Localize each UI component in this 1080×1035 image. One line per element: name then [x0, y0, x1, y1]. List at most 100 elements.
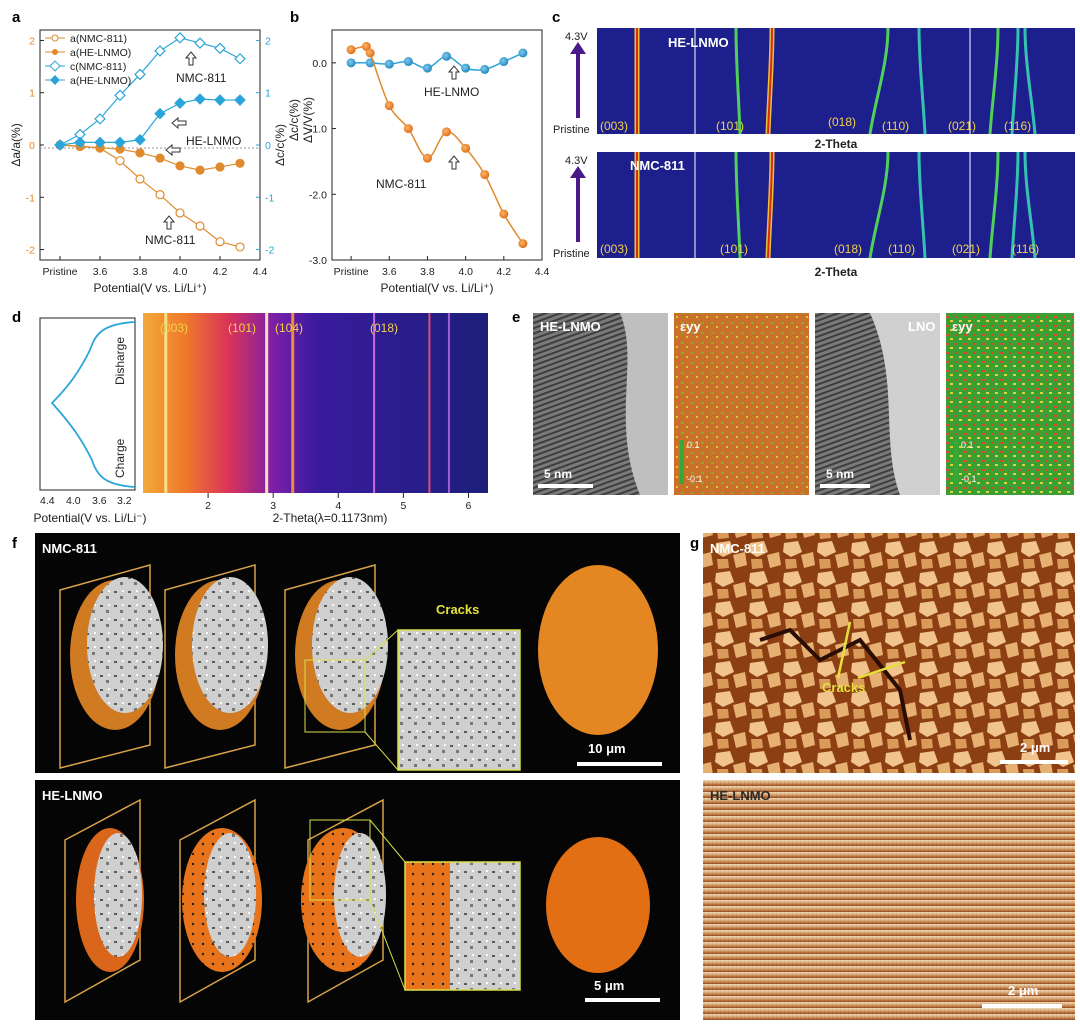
data-point [94, 113, 106, 125]
panel-letter-f: f [12, 535, 18, 552]
panel-d-peak-018: (018) [370, 321, 398, 335]
y-tick-label: -2.0 [309, 189, 327, 201]
panel-d-side-discharge: Disharge [113, 337, 127, 385]
data-point [154, 45, 166, 57]
data-point [215, 162, 225, 172]
data-point [114, 136, 126, 149]
diffraction-line [868, 151, 890, 259]
data-point [346, 45, 356, 55]
diffraction-line [917, 27, 927, 135]
panel-a-annot-nmc-bottom: NMC-811 [145, 233, 196, 247]
y-tick-label: -1.0 [309, 124, 327, 136]
panel-e-cb1-top: 0.1 [687, 440, 700, 450]
y-right-tick-label: 0 [265, 140, 271, 152]
panel-c-top-ytop: 4.3V [565, 31, 588, 43]
panel-b-annot-he: HE-LNMO [424, 85, 479, 99]
panel-g-bottom-label: HE-LNMO [710, 788, 771, 803]
up-arrow-icon [447, 155, 461, 170]
legend-a-nmc: a(NMC-811) [70, 33, 127, 45]
panel-c-top-peak-021: (021) [948, 119, 976, 133]
panel-c-bottom-ybottom: Pristine [553, 248, 590, 260]
panel-a-legend: a(NMC-811) a(HE-LNMO) c(NMC-811) a(HE-LN… [45, 33, 131, 87]
data-point [480, 170, 490, 180]
panel-f-cracks-label: Cracks [436, 602, 479, 617]
y-tick-label: 1 [29, 88, 35, 100]
panel-e-scale-2: 5 nm [826, 467, 854, 481]
diffraction-line [917, 151, 927, 259]
x-tick-label: 5 [400, 500, 406, 512]
data-point [442, 127, 452, 137]
panel-e-cb2-bottom: -0.1 [961, 474, 977, 484]
data-point [234, 94, 246, 106]
x-tick-label: 3.8 [133, 266, 148, 278]
diffraction-line-core [767, 27, 773, 135]
panel-d-voltage-curve [50, 321, 136, 488]
data-point [54, 139, 66, 151]
panel-f-top-label: NMC-811 [42, 541, 97, 556]
panel-g-top-label: NMC-811 [710, 541, 765, 556]
panel-c-xlabel-bottom: 2-Theta [815, 265, 858, 279]
x-tick-label: 4.0 [458, 266, 473, 278]
panel-c-top-peak-116: (116) [1004, 119, 1031, 133]
y-tick-label: 0 [29, 140, 35, 152]
up-arrow-icon [447, 65, 461, 80]
data-point [194, 93, 206, 105]
x-tick-label: 3 [270, 500, 276, 512]
panel-d-heatmap [143, 313, 488, 493]
panel-d-vtick-1: 4.0 [66, 495, 81, 507]
data-point [518, 48, 528, 58]
x-tick-label: 3.8 [420, 266, 435, 278]
data-point [194, 37, 206, 49]
left-arrow-icon [165, 143, 181, 157]
panel-c-bottom-peak-003: (003) [600, 242, 628, 256]
panel-d-voltage-xlabel: Potential(V vs. Li/Li⁻) [33, 511, 146, 525]
panel-f-bottom-3d [546, 837, 650, 973]
panel-a-annot-nmc-top: NMC-811 [176, 71, 227, 85]
legend-a-he: a(HE-LNMO) [70, 47, 131, 59]
x-tick-label: Pristine [334, 266, 369, 278]
panel-g-bottom-image [703, 780, 1075, 1020]
panel-letter-d: d [12, 309, 21, 326]
panel-d: Disharge Charge 4.4 4.0 3.6 3.2 Potentia… [33, 313, 488, 525]
data-point [115, 156, 125, 166]
data-point [361, 41, 371, 51]
panel-f-tomography: NMC-811 Cracks 10 μm HE-LNMO 5 μm [35, 533, 680, 1020]
y-tick-label: -2 [26, 245, 35, 257]
data-point [518, 239, 528, 249]
panel-c-bottom-peak-110: (110) [888, 242, 915, 256]
panel-c-bottom-ytop: 4.3V [565, 155, 588, 167]
y-right-tick-label: -2 [265, 245, 274, 257]
diffraction-line [868, 27, 890, 135]
panel-e-label-he: HE-LNMO [540, 319, 601, 334]
panel-f-bottom-slices: HE-LNMO 5 μm [42, 788, 660, 1004]
data-point [461, 143, 471, 153]
panel-d-vtick-3: 3.2 [117, 495, 132, 507]
x-tick-label: 6 [466, 500, 472, 512]
panel-c-top-peak-018: (018) [828, 115, 856, 129]
panel-c-bottom-peak-116: (116) [1012, 242, 1039, 256]
panel-a-ylabel-right: Δc/c(%) [273, 124, 287, 166]
diffraction-line [1010, 151, 1020, 259]
data-point [403, 57, 413, 67]
panel-e-strain-lno [946, 313, 1074, 495]
panel-d-side-charge: Charge [113, 438, 127, 478]
y-tick-label: -3.0 [309, 255, 327, 267]
y-right-tick-label: 1 [265, 88, 271, 100]
series-line-a-0 [59, 144, 241, 248]
panel-e-strain-he [674, 313, 809, 495]
panel-c-top-peak-101: (101) [716, 119, 744, 133]
diffraction-line [1023, 27, 1037, 135]
data-point [174, 97, 186, 109]
x-tick-label: 3.6 [382, 266, 397, 278]
panel-c-top-peak-003: (003) [600, 119, 628, 133]
x-tick-label: 3.6 [93, 266, 108, 278]
data-point [135, 148, 145, 158]
panel-d-xlabel: 2-Theta(λ=0.1173nm) [273, 511, 388, 525]
panel-f-bottom-zoom-orange [405, 862, 450, 990]
panel-g-scale-bottom: 2 μm [1008, 983, 1038, 998]
panel-g-cracks-label: Cracks [822, 680, 865, 695]
panel-f-bottom-zoom-grey [450, 862, 520, 990]
diffraction-line [1010, 27, 1020, 135]
panel-g-sem: NMC-811 Cracks 2 μm HE-LNMO 2 μm [703, 533, 1075, 1020]
